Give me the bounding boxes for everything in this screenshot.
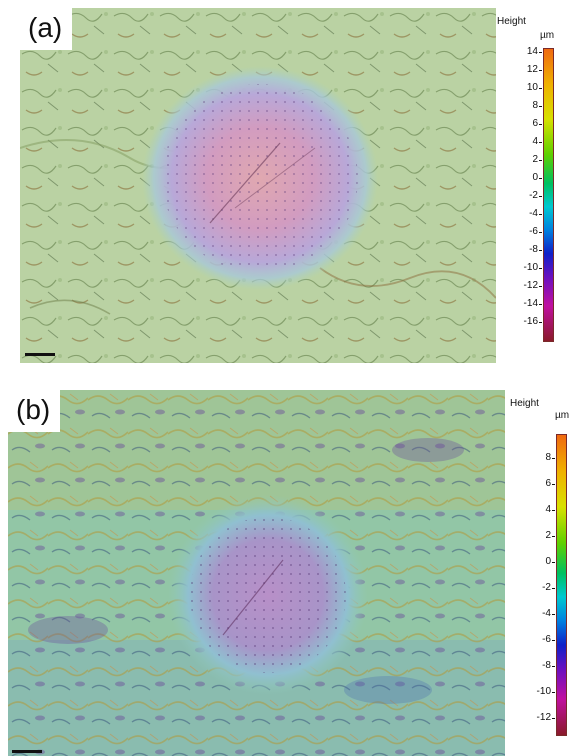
colorbar-tick-label: 4 [529, 504, 551, 515]
colorbar-tick-label: 8 [529, 452, 551, 463]
colorbar-tick-mark [552, 458, 555, 459]
colorbar-tick-label: -12 [529, 712, 551, 723]
colorbar-tick-mark [552, 484, 555, 485]
colorbar-tick-label: -8 [529, 660, 551, 671]
colorbar-tick-mark [539, 52, 542, 53]
colorbar-gradient [543, 48, 554, 342]
colorbar-tick-label: 6 [516, 118, 538, 129]
colorbar-tick-mark [539, 124, 542, 125]
surface-topography-image-b [8, 390, 505, 756]
colorbar-tick-mark [552, 614, 555, 615]
colorbar-tick-label: 6 [529, 478, 551, 489]
micrograph-b [8, 390, 505, 756]
colorbar-tick-mark [539, 142, 542, 143]
colorbar-tick-mark [539, 70, 542, 71]
colorbar-tick-mark [552, 588, 555, 589]
colorbar-tick-label: 0 [529, 556, 551, 567]
colorbar-tick-mark [552, 718, 555, 719]
panel-label-b: (b) [8, 390, 60, 432]
colorbar-tick-mark [539, 214, 542, 215]
panel-a: (a) Height µm 14 12 10 8 6 4 2 0 -2 -4 -6 -8 -10 -12 -… [0, 0, 571, 370]
colorbar-tick-mark [552, 692, 555, 693]
colorbar-tick-label: -10 [529, 686, 551, 697]
colorbar-tick-mark [539, 160, 542, 161]
colorbar-title: Height [510, 398, 539, 409]
colorbar-tick-label: -2 [516, 190, 538, 201]
colorbar-title: Height [497, 16, 526, 27]
colorbar-tick-mark [552, 640, 555, 641]
colorbar-tick-label: -12 [516, 280, 538, 291]
colorbar-tick-mark [539, 322, 542, 323]
colorbar-tick-label: 2 [529, 530, 551, 541]
scale-bar [25, 353, 55, 356]
colorbar-tick-mark [539, 196, 542, 197]
panel-label-a: (a) [20, 8, 72, 50]
colorbar-gradient [556, 434, 567, 736]
colorbar-tick-label: -10 [516, 262, 538, 273]
colorbar-tick-mark [552, 666, 555, 667]
scale-bar [12, 750, 42, 753]
colorbar-tick-label: -4 [529, 608, 551, 619]
colorbar-tick-mark [552, 562, 555, 563]
micrograph-a [20, 8, 496, 363]
colorbar-tick-label: 2 [516, 154, 538, 165]
colorbar-tick-label: -16 [516, 316, 538, 327]
colorbar-tick-mark [552, 510, 555, 511]
colorbar-tick-label: 14 [516, 46, 538, 57]
colorbar-tick-mark [539, 304, 542, 305]
surface-topography-image-a [20, 8, 496, 363]
colorbar-tick-label: 8 [516, 100, 538, 111]
panel-b: (b) Height µm 8 6 4 2 0 -2 -4 -6 -8 -10 -12 [0, 382, 571, 756]
colorbar-unit: µm [540, 30, 554, 41]
colorbar-tick-label: -2 [529, 582, 551, 593]
colorbar-tick-mark [539, 250, 542, 251]
colorbar-unit: µm [555, 410, 569, 421]
colorbar-tick-mark [539, 88, 542, 89]
colorbar-tick-mark [552, 536, 555, 537]
colorbar-tick-label: 10 [516, 82, 538, 93]
colorbar-tick-mark [539, 106, 542, 107]
colorbar-tick-mark [539, 178, 542, 179]
colorbar-tick-label: 4 [516, 136, 538, 147]
colorbar-tick-label: -6 [529, 634, 551, 645]
colorbar-tick-mark [539, 268, 542, 269]
colorbar-tick-label: 12 [516, 64, 538, 75]
colorbar-tick-mark [539, 286, 542, 287]
colorbar-tick-label: -14 [516, 298, 538, 309]
colorbar-tick-mark [539, 232, 542, 233]
colorbar-tick-label: -8 [516, 244, 538, 255]
colorbar-tick-label: 0 [516, 172, 538, 183]
colorbar-tick-label: -4 [516, 208, 538, 219]
colorbar-tick-label: -6 [516, 226, 538, 237]
